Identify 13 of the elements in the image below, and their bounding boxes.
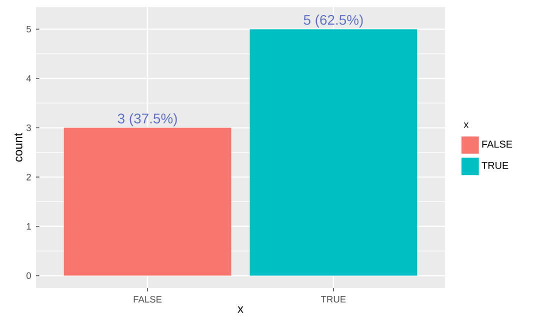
y-tick-label: 1 [26,223,31,230]
y-axis-title: count [14,132,22,162]
y-tick-label: 3 [26,124,31,132]
x-axis-title: x [238,306,244,313]
y-tick-label: 5 [26,26,31,32]
y-tick-label: 4 [26,75,32,82]
legend-label: TRUE [482,162,508,169]
y-tick-label: 2 [26,174,31,180]
legend-label: FALSE [482,140,512,148]
y-tick-label: 0 [26,272,31,279]
legend-title: x [464,122,469,128]
data-label: 5 (62.5%) [304,14,363,28]
data-label: 3 (37.5%) [118,113,177,126]
